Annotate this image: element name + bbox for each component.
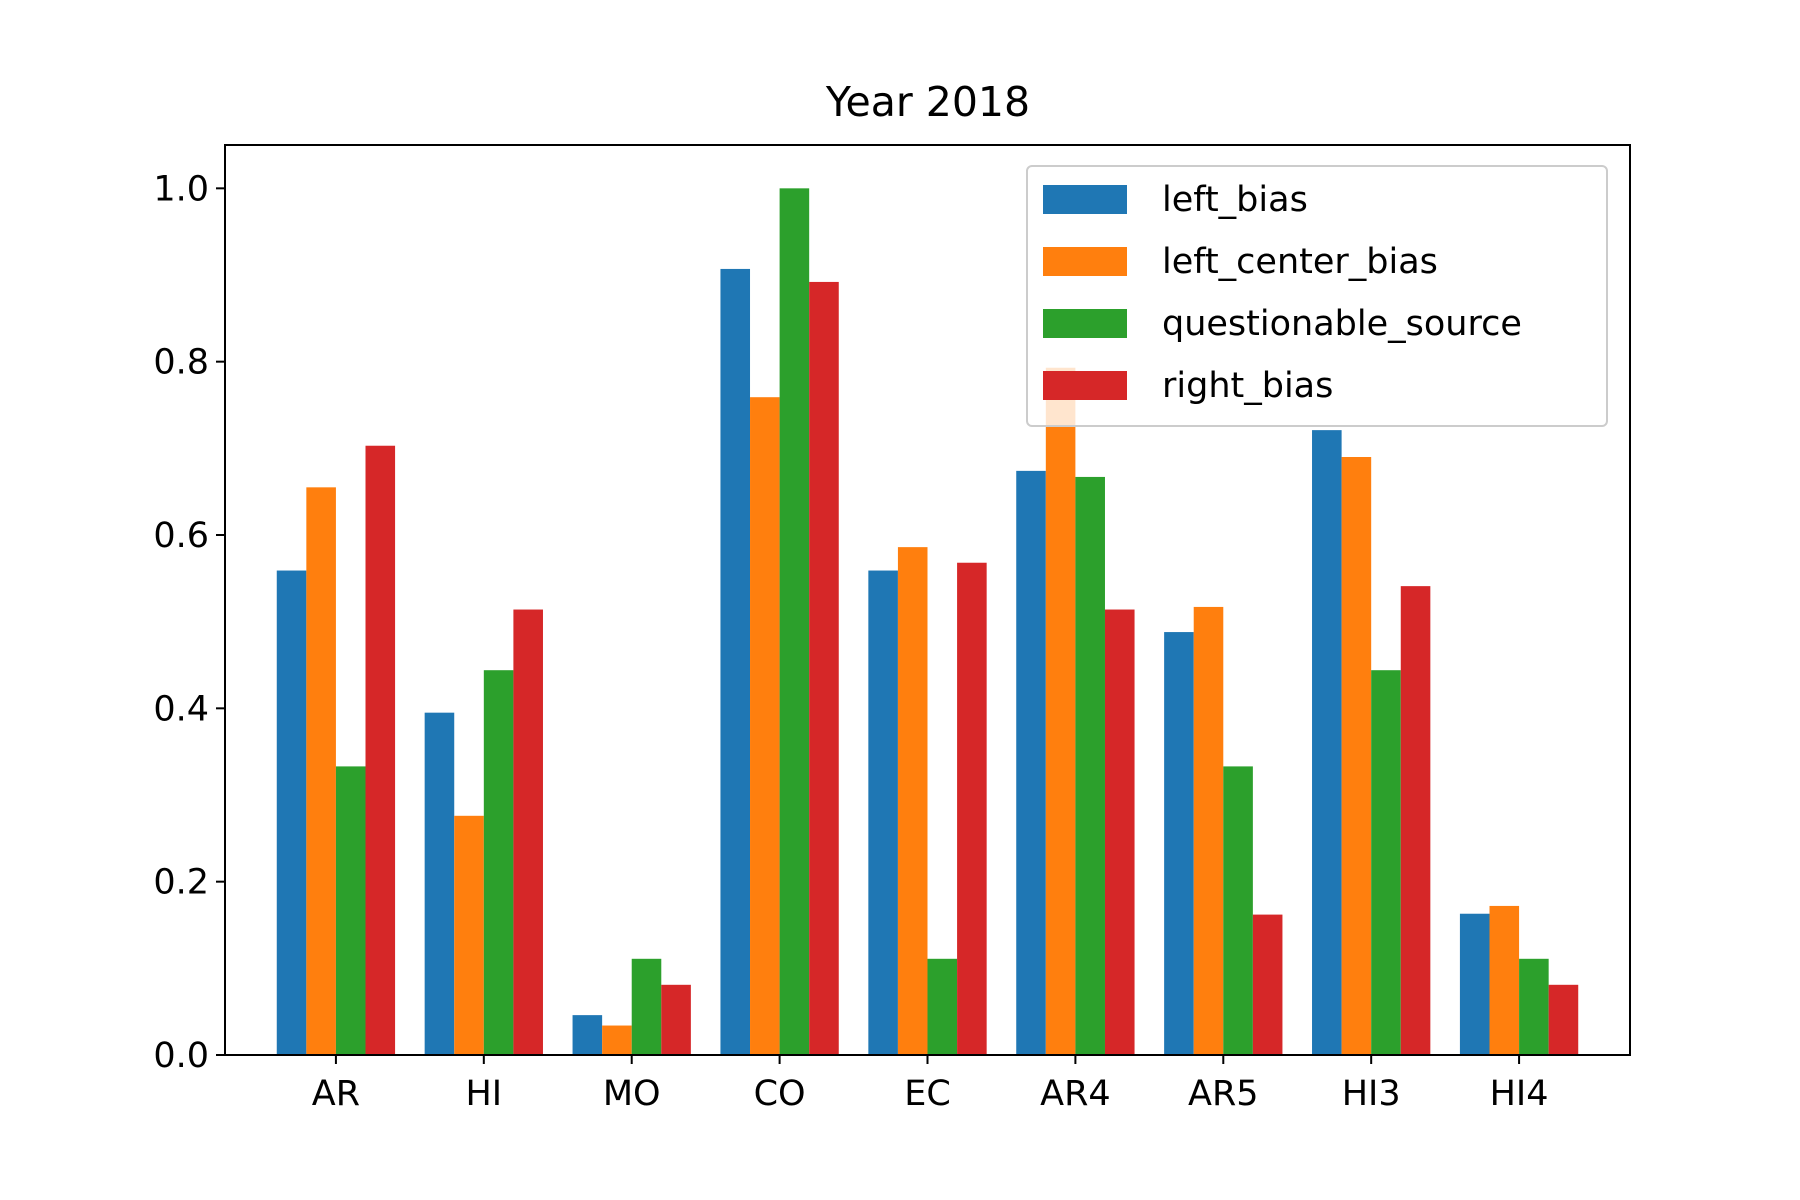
bar-right_bias-CO	[809, 281, 839, 1055]
bar-right_bias-EC	[957, 562, 987, 1055]
legend-label-questionable_source: questionable_source	[1162, 304, 1522, 344]
chart-title: Year 2018	[825, 78, 1030, 126]
y-tick-label: 0.6	[153, 516, 209, 556]
x-tick-label-EC: EC	[904, 1074, 951, 1114]
x-tick-label-CO: CO	[754, 1074, 806, 1114]
legend-label-left_bias: left_bias	[1162, 180, 1308, 220]
x-tick-label-AR4: AR4	[1040, 1074, 1111, 1114]
bar-left_bias-HI	[424, 712, 455, 1055]
bar-left_center_bias-AR	[306, 487, 336, 1055]
bar-left_center_bias-MO	[602, 1025, 632, 1055]
bar-left_center_bias-AR4	[1045, 367, 1076, 1055]
bar-left_center_bias-CO	[750, 397, 780, 1055]
y-tick-label: 0.0	[153, 1036, 209, 1076]
x-tick-label-HI4: HI4	[1490, 1074, 1549, 1114]
bar-right_bias-AR4	[1104, 609, 1135, 1055]
y-tick-label: 0.8	[153, 343, 209, 383]
bar-questionable_source-HI	[483, 670, 514, 1055]
axes-layer: 0.0 0.2 0.4 0.6 0.8 1.0 AR HI MO CO EC AR4 AR5 HI3 HI4	[153, 144, 1631, 1114]
bar-left_bias-AR	[276, 570, 307, 1055]
x-tick-label-HI: HI	[465, 1074, 502, 1114]
bar-left_center_bias-EC	[897, 547, 928, 1055]
bar-left_bias-EC	[868, 570, 898, 1055]
bar-left_bias-AR5	[1164, 632, 1194, 1055]
bar-left_bias-MO	[572, 1015, 603, 1055]
bar-left_bias-CO	[720, 268, 751, 1055]
bar-questionable_source-HI4	[1519, 958, 1549, 1055]
bar-right_bias-HI4	[1548, 984, 1579, 1055]
bar-right_bias-HI3	[1400, 586, 1431, 1055]
bar-right_bias-AR5	[1252, 914, 1283, 1055]
x-tick-label-AR5: AR5	[1188, 1074, 1259, 1114]
bar-left_bias-HI4	[1459, 913, 1490, 1055]
bar-questionable_source-HI3	[1371, 670, 1401, 1055]
bar-left_center_bias-HI	[454, 815, 484, 1055]
bar-questionable_source-EC	[927, 958, 958, 1055]
x-tick-label-AR: AR	[312, 1074, 360, 1114]
x-tick-label-MO: MO	[603, 1074, 661, 1114]
plot-frame	[224, 144, 1631, 1056]
bar-questionable_source-AR4	[1075, 476, 1105, 1055]
bar-right_bias-HI	[513, 609, 543, 1055]
y-tick-label: 1.0	[153, 169, 209, 209]
legend-label-left_center_bias: left_center_bias	[1162, 242, 1438, 282]
y-tick-label: 0.4	[153, 689, 209, 729]
bar-questionable_source-AR5	[1223, 766, 1253, 1055]
legend-box	[1026, 165, 1608, 427]
legend-label-right_bias: right_bias	[1162, 366, 1333, 406]
bar-questionable_source-MO	[631, 958, 662, 1055]
legend-swatch-questionable_source	[1043, 309, 1127, 338]
bar-left_bias-AR4	[1016, 470, 1046, 1055]
y-tick-label: 0.2	[153, 863, 209, 903]
x-tick-label-HI3: HI3	[1342, 1074, 1401, 1114]
legend-swatch-left_center_bias	[1043, 247, 1127, 276]
bars-layer	[276, 188, 1579, 1056]
bar-questionable_source-CO	[779, 188, 810, 1056]
bar-right_bias-MO	[661, 984, 691, 1055]
bar-left_center_bias-HI3	[1341, 457, 1372, 1055]
legend-swatch-right_bias	[1043, 371, 1127, 400]
bar-right_bias-AR	[365, 445, 396, 1055]
bar-questionable_source-AR	[335, 766, 366, 1055]
bar-left_center_bias-HI4	[1489, 905, 1520, 1055]
bar-left_center_bias-AR5	[1193, 606, 1224, 1055]
legend: left_bias left_center_bias questionable_so…	[1026, 165, 1608, 427]
legend-swatch-left_bias	[1043, 185, 1127, 214]
bar-left_bias-HI3	[1312, 430, 1342, 1056]
